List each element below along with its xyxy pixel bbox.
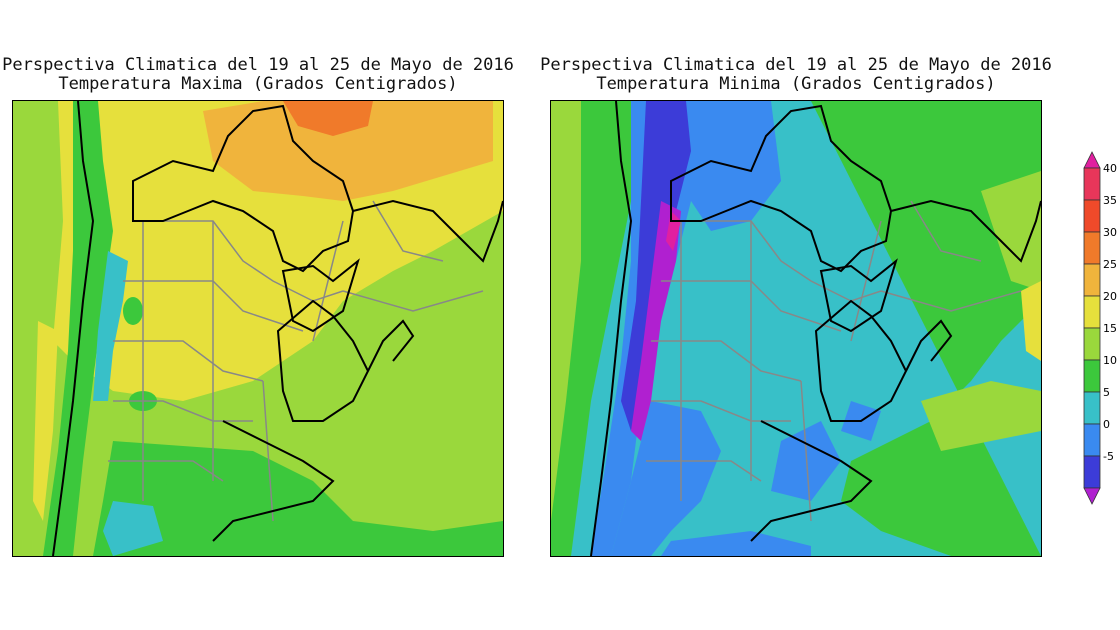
title-line-2: Temperatura Minima (Grados Centigrados) — [596, 74, 996, 94]
map-title-maxima: Perspectiva Climatica del 19 al 25 de Ma… — [0, 56, 516, 94]
title-line-2: Temperatura Maxima (Grados Centigrados) — [58, 74, 458, 94]
colorbar-tick-label: 35 — [1103, 194, 1117, 207]
colorbar-swatch — [1083, 199, 1101, 233]
colorbar-tick-label: 30 — [1103, 226, 1117, 239]
colorbar-swatch — [1083, 167, 1101, 201]
colorbar-tick-label: 25 — [1103, 258, 1117, 271]
colorbar-swatch — [1083, 295, 1101, 329]
colorbar-tick-label: 40 — [1103, 162, 1117, 175]
title-line-1: Perspectiva Climatica del 19 al 25 de Ma… — [2, 55, 514, 75]
colorbar-swatch — [1083, 359, 1101, 393]
colorbar-swatch — [1083, 423, 1101, 457]
title-line-1: Perspectiva Climatica del 19 al 25 de Ma… — [540, 55, 1052, 75]
temperature-field-minima — [551, 101, 1041, 556]
map-temperatura-maxima — [12, 100, 504, 557]
colorbar-tick-label: 20 — [1103, 290, 1117, 303]
map-title-minima: Perspectiva Climatica del 19 al 25 de Ma… — [538, 56, 1054, 94]
colorbar-swatch — [1083, 231, 1101, 265]
colorbar-max-arrow — [1083, 151, 1101, 169]
colorbar-swatch — [1083, 455, 1101, 489]
colorbar-tick-label: 5 — [1103, 386, 1110, 399]
colorbar-tick-label: 10 — [1103, 354, 1117, 367]
colorbar-tick-label: 0 — [1103, 418, 1110, 431]
temperature-colorbar: 40 35 30 25 20 15 10 5 0 -5 — [1083, 151, 1117, 505]
colorbar-tick-label: -5 — [1103, 450, 1114, 463]
temperature-field-maxima — [13, 101, 503, 556]
map-temperatura-minima — [550, 100, 1042, 557]
colorbar-swatch — [1083, 263, 1101, 297]
colorbar-swatch — [1083, 327, 1101, 361]
colorbar-tick-label: 15 — [1103, 322, 1117, 335]
colorbar-swatch — [1083, 391, 1101, 425]
colorbar-min-arrow — [1083, 487, 1101, 505]
